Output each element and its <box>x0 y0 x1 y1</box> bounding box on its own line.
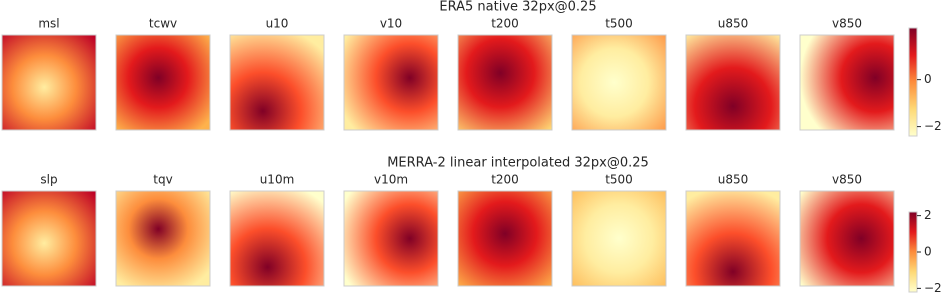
panel-title: t200 <box>491 17 519 31</box>
panel-title: v10 <box>380 17 402 31</box>
heatmap-panel <box>685 190 781 287</box>
heatmap-panel <box>457 34 553 131</box>
panel-title: t200 <box>491 173 519 187</box>
panel-title: tcwv <box>149 17 177 31</box>
panel-title: t500 <box>605 17 633 31</box>
heatmap-panel <box>571 34 667 131</box>
panel-title: msl <box>38 17 59 31</box>
panel-title: v10m <box>374 173 408 187</box>
colorbar-tick-label: 0 <box>924 245 932 259</box>
colorbar-tick-label: 0 <box>924 72 932 86</box>
colorbar-tick-label: 2 <box>924 208 932 222</box>
panel-title: u850 <box>718 173 749 187</box>
panel-title: u850 <box>718 17 749 31</box>
heatmap-panel <box>229 190 325 287</box>
panel-title: slp <box>40 173 57 187</box>
heatmap-panel <box>115 190 211 287</box>
panel-title: v850 <box>832 17 862 31</box>
row-title: ERA5 native 32px@0.25 <box>439 0 596 15</box>
colorbar-tick-label: −2 <box>924 281 942 295</box>
row-title: MERRA-2 linear interpolated 32px@0.25 <box>387 156 649 171</box>
colorbar-tick-label: −2 <box>924 119 942 133</box>
heatmap-panel <box>799 34 895 131</box>
heatmap-panel <box>1 190 97 287</box>
heatmap-panel <box>343 190 439 287</box>
colorbar <box>908 27 918 137</box>
colorbar <box>908 211 918 293</box>
panel-title: u10m <box>260 173 295 187</box>
heatmap-panel <box>685 34 781 131</box>
panel-title: v850 <box>832 173 862 187</box>
heatmap-panel <box>799 190 895 287</box>
panel-title: t500 <box>605 173 633 187</box>
panel-title: u10 <box>266 17 289 31</box>
heatmap-panel <box>457 190 553 287</box>
heatmap-panel <box>115 34 211 131</box>
heatmap-panel <box>571 190 667 287</box>
heatmap-panel <box>229 34 325 131</box>
heatmap-panel <box>343 34 439 131</box>
panel-title: tqv <box>153 173 172 187</box>
heatmap-panel <box>1 34 97 131</box>
